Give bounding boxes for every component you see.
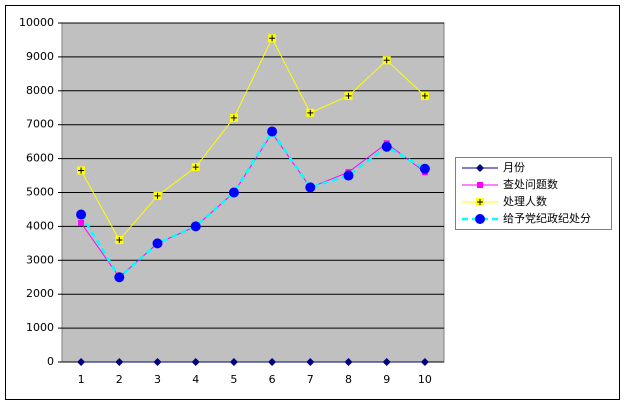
- x-tick-label: 9: [383, 373, 390, 386]
- marker: [268, 358, 277, 366]
- marker-plus: [192, 164, 199, 171]
- marker-plus: [116, 236, 123, 243]
- x-tick-label: 4: [192, 373, 199, 386]
- marker: [420, 91, 429, 100]
- marker: [420, 358, 429, 366]
- marker: [475, 214, 485, 224]
- marker: [381, 141, 392, 152]
- marker: [153, 358, 162, 366]
- marker: [476, 164, 484, 172]
- marker: [114, 272, 125, 283]
- y-tick-label: 1000: [26, 321, 54, 334]
- marker-plus: [230, 114, 237, 121]
- marker-plus: [345, 92, 352, 99]
- marker: [344, 358, 353, 366]
- marker: [306, 108, 315, 117]
- marker: [152, 238, 163, 249]
- marker: [191, 163, 200, 172]
- marker: [153, 191, 162, 200]
- marker: [476, 198, 484, 206]
- marker: [115, 235, 124, 244]
- marker: [477, 182, 483, 188]
- marker: [382, 358, 391, 366]
- y-tick-label: 10000: [19, 16, 54, 29]
- x-tick-label: 1: [78, 373, 85, 386]
- marker-plus: [154, 192, 161, 199]
- x-tick-label: 2: [116, 373, 123, 386]
- legend-label: 查处问题数: [503, 177, 558, 191]
- y-tick-label: 5000: [26, 186, 54, 199]
- marker: [268, 34, 277, 43]
- x-tick-label: 6: [269, 373, 276, 386]
- legend-label: 月份: [503, 161, 525, 174]
- marker-plus: [421, 92, 428, 99]
- marker: [305, 182, 316, 193]
- series-line: [80, 37, 426, 241]
- marker-plus: [477, 199, 483, 205]
- marker: [229, 358, 238, 366]
- marker: [76, 209, 87, 220]
- y-tick-label: 8000: [26, 84, 54, 97]
- marker-plus: [307, 109, 314, 116]
- marker: [229, 113, 238, 122]
- marker: [267, 126, 278, 137]
- marker-plus: [383, 57, 390, 64]
- series-line: [80, 129, 426, 280]
- y-tick-label: 2000: [26, 287, 54, 300]
- x-tick-label: 7: [307, 373, 314, 386]
- marker: [77, 358, 86, 366]
- marker: [190, 221, 201, 232]
- marker: [382, 56, 391, 65]
- marker: [78, 220, 85, 227]
- x-tick-label: 8: [345, 373, 352, 386]
- marker-plus: [269, 35, 276, 42]
- x-tick-label: 5: [230, 373, 237, 386]
- marker: [306, 358, 315, 366]
- marker: [419, 163, 430, 174]
- marker: [77, 166, 86, 175]
- y-tick-label: 3000: [26, 253, 54, 266]
- marker: [115, 358, 124, 366]
- x-tick-label: 10: [418, 373, 432, 386]
- y-tick-label: 6000: [26, 152, 54, 165]
- legend-label: 给予党纪政纪处分: [503, 211, 591, 225]
- marker: [191, 358, 200, 366]
- y-tick-label: 0: [47, 355, 54, 368]
- marker-plus: [78, 167, 85, 174]
- marker: [343, 170, 354, 181]
- legend-label: 处理人数: [503, 195, 547, 208]
- y-tick-label: 7000: [26, 118, 54, 131]
- marker: [228, 187, 239, 198]
- y-tick-label: 9000: [26, 50, 54, 63]
- marker: [344, 91, 353, 100]
- y-tick-label: 4000: [26, 219, 54, 232]
- x-tick-label: 3: [154, 373, 161, 386]
